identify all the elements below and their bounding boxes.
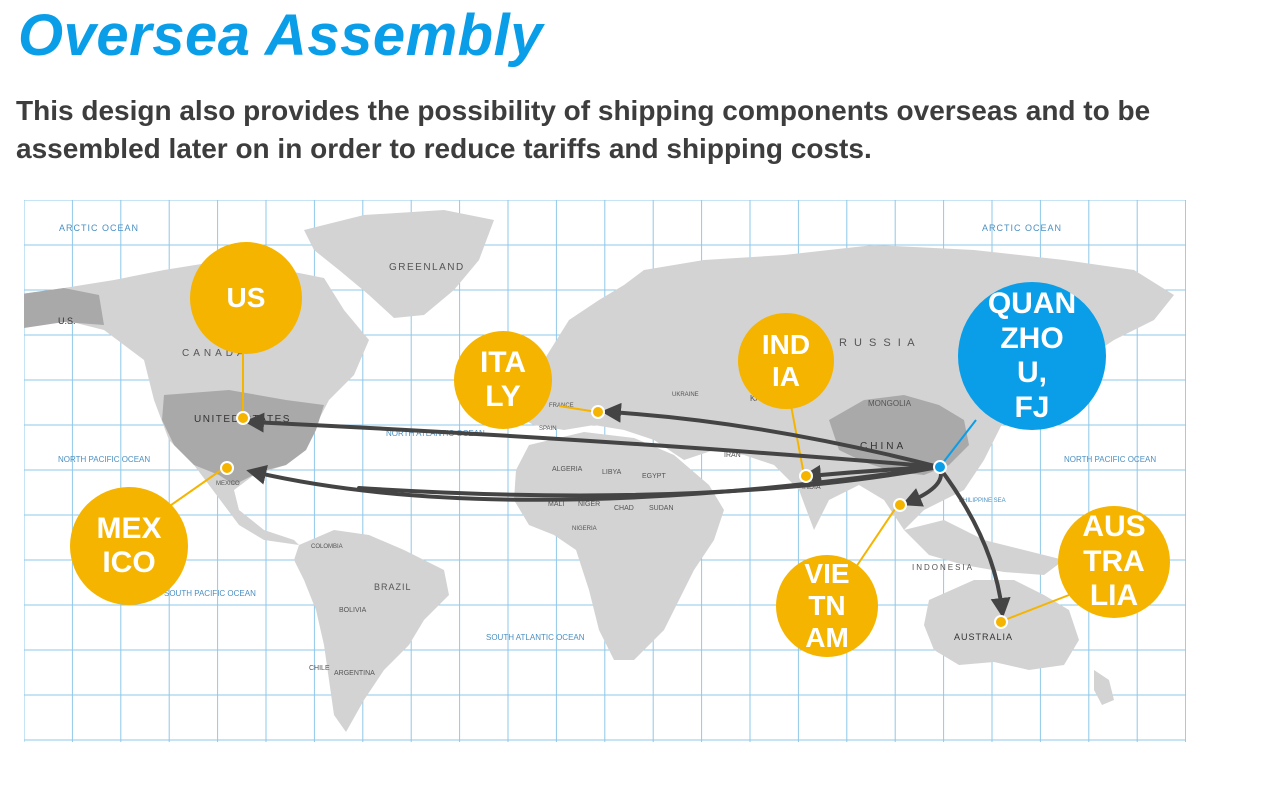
point-quanzhou	[933, 460, 947, 474]
bubble-australia-label: AUS TRA LIA	[1082, 510, 1146, 613]
label-north-pacific-right: NORTH PACIFIC OCEAN	[1064, 455, 1156, 464]
point-italy	[591, 405, 605, 419]
label-egypt: EGYPT	[642, 473, 666, 480]
bubble-us-label: US	[226, 281, 266, 313]
label-india-map: INDIA	[802, 484, 821, 491]
label-australia-map: AUSTRALIA	[954, 632, 1013, 642]
label-south-atlantic: SOUTH ATLANTIC OCEAN	[486, 633, 585, 642]
point-vietnam	[893, 498, 907, 512]
label-greenland: GREENLAND	[389, 262, 465, 273]
label-south-pacific: SOUTH PACIFIC OCEAN	[164, 589, 256, 598]
point-australia	[994, 615, 1008, 629]
label-ukraine: UKRAINE	[672, 392, 699, 398]
china-highlight	[829, 395, 969, 475]
label-chad: CHAD	[614, 505, 634, 512]
label-arctic-right: ARCTIC OCEAN	[982, 223, 1062, 233]
label-spain: SPAIN	[539, 426, 557, 432]
label-mexico-map: MEXICO	[216, 481, 240, 487]
world-map-svg: ARCTIC OCEAN ARCTIC OCEAN GREENLAND CANA…	[24, 200, 1186, 742]
slide-title: Oversea Assembly	[18, 3, 543, 68]
label-niger: NIGER	[578, 501, 600, 508]
label-algeria: ALGERIA	[552, 466, 583, 473]
route-to-italy	[601, 402, 941, 469]
label-mongolia: MONGOLIA	[868, 399, 912, 408]
point-india	[799, 469, 813, 483]
label-brazil: BRAZIL	[374, 582, 412, 592]
label-bolivia: BOLIVIA	[339, 607, 367, 614]
bubble-quanzhou: QUAN ZHO U, FJ	[958, 282, 1106, 430]
usa-highlight	[162, 390, 324, 485]
label-us-abbr: U.S.	[58, 316, 76, 326]
bubble-india: IND IA	[738, 313, 834, 409]
africa-land	[514, 432, 724, 660]
label-iran: IRAN	[724, 452, 741, 459]
label-canada: CANADA	[182, 348, 248, 359]
label-mali: MALI	[548, 501, 564, 508]
route-to-australia	[937, 465, 1011, 618]
route-to-us	[244, 412, 941, 469]
bubble-vietnam: VIE TN AM	[776, 555, 878, 657]
bubble-italy: ITA LY	[454, 331, 552, 429]
label-chile: CHILE	[309, 665, 330, 672]
label-libya: LIBYA	[602, 469, 622, 476]
bubble-italy-label: ITA LY	[479, 345, 527, 414]
point-us	[236, 411, 250, 425]
label-north-pacific-left: NORTH PACIFIC OCEAN	[58, 455, 150, 464]
vietnam-connector	[853, 505, 898, 571]
bubble-mexico: MEX ICO	[70, 487, 188, 605]
south-america-land	[294, 530, 449, 732]
mexico-connector	[163, 467, 225, 511]
point-mexico	[220, 461, 234, 475]
alaska-highlight	[24, 288, 104, 328]
bubble-vietnam-label: VIE TN AM	[804, 557, 850, 654]
label-nigeria: NIGERIA	[572, 526, 597, 532]
label-colombia: COLOMBIA	[311, 544, 343, 550]
world-map: ARCTIC OCEAN ARCTIC OCEAN GREENLAND CANA…	[24, 200, 1186, 742]
bubble-mexico-label: MEX ICO	[96, 511, 162, 580]
bubble-us: US	[190, 242, 302, 354]
label-argentina: ARGENTINA	[334, 670, 375, 677]
shipping-routes	[244, 402, 1011, 618]
new-zealand-land	[1094, 670, 1114, 705]
location-points	[220, 405, 1008, 629]
label-indonesia: INDONESIA	[912, 563, 974, 572]
label-sudan: SUDAN	[649, 505, 674, 512]
australia-connector	[1001, 594, 1070, 622]
label-arctic-left: ARCTIC OCEAN	[59, 223, 139, 233]
quanzhou-connector	[941, 419, 977, 465]
greenland-land	[304, 210, 494, 318]
italy-connector	[558, 405, 598, 413]
slide-subtitle: This design also provides the possibilit…	[16, 95, 1151, 164]
label-china: CHINA	[860, 441, 906, 452]
label-russia: R U S S I A	[839, 337, 917, 349]
bubble-australia: AUS TRA LIA	[1058, 506, 1170, 618]
label-philippine-sea: PHILIPPINE SEA	[959, 498, 1006, 504]
highlighted-countries	[24, 288, 969, 485]
route-extra	[357, 465, 941, 498]
bubble-india-label: IND IA	[761, 328, 811, 392]
bubble-quanzhou-label: QUAN ZHO U, FJ	[987, 287, 1077, 424]
